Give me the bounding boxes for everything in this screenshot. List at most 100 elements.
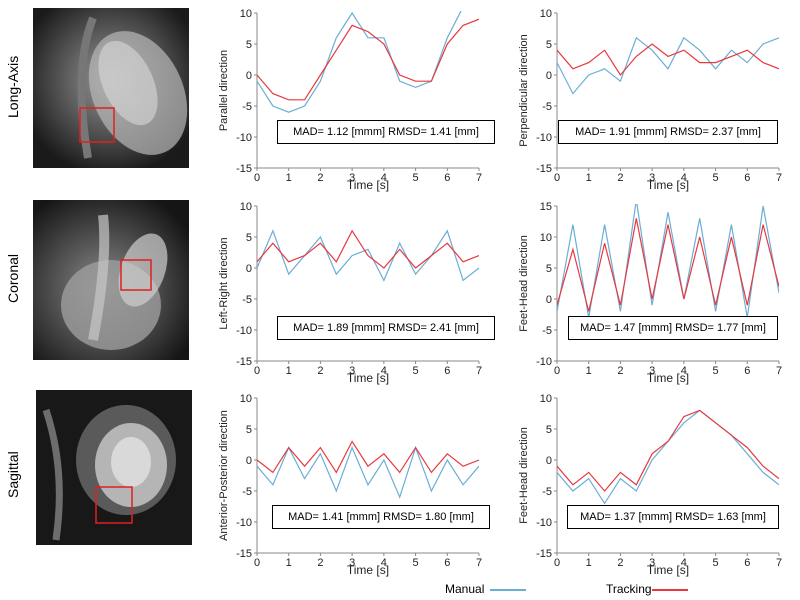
- y-tick-label: -15: [236, 356, 252, 368]
- y-tick-label: -5: [242, 294, 252, 306]
- x-tick-label: 2: [317, 365, 323, 377]
- x-tick-label: 4: [681, 557, 687, 569]
- y-axis-label: Feet-Head direction: [518, 427, 530, 524]
- y-tick-label: 0: [546, 455, 552, 467]
- x-tick-label: 7: [476, 557, 482, 569]
- chart-svg: -15 -10 -5 0 5 10 0 1 2 3 4 5 6 7 Time [s] Perpendicula…: [518, 8, 782, 192]
- chart-sagittal-feet-head: -15 -10 -5 0 5 10 0 1 2 3 4 5 6 7 Time [s] Feet-Head di…: [515, 390, 785, 580]
- series-line-tracking: [557, 218, 779, 312]
- y-tick-label: -10: [236, 517, 252, 529]
- x-tick-label: 3: [349, 172, 355, 184]
- y-tick-label: 15: [540, 201, 552, 213]
- x-axis-label: Time [s]: [647, 563, 689, 577]
- stats-box-feet-head-sagittal: MAD= 1.37 [mmm] RMSD= 1.63 [mm]: [567, 505, 779, 529]
- chart-svg: -10 -5 0 5 10 15 0 1 2 3 4 5 6 7 Time [s] Feet-Head dir…: [518, 201, 782, 385]
- mri-image-coronal: [33, 200, 189, 360]
- y-axis-label: Left-Right direction: [218, 237, 230, 329]
- roi-box: [79, 107, 115, 143]
- x-tick-label: 7: [476, 365, 482, 377]
- x-tick-label: 7: [776, 365, 782, 377]
- y-tick-label: -10: [536, 132, 552, 144]
- x-tick-label: 5: [413, 365, 419, 377]
- x-tick-label: 3: [649, 172, 655, 184]
- x-tick-label: 6: [744, 557, 750, 569]
- y-tick-label: -15: [536, 163, 552, 175]
- y-tick-label: 0: [546, 70, 552, 82]
- x-tick-label: 5: [713, 172, 719, 184]
- x-tick-label: 6: [744, 172, 750, 184]
- stats-box-parallel: MAD= 1.12 [mmm] RMSD= 1.41 [mm]: [277, 120, 495, 144]
- chart-svg: -15 -10 -5 0 5 10 0 1 2 3 4 5 6 7 Time [s] Anterior-Pos…: [218, 393, 482, 577]
- x-tick-label: 6: [744, 365, 750, 377]
- y-tick-label: 5: [246, 39, 252, 51]
- x-tick-label: 4: [381, 365, 387, 377]
- y-tick-label: -10: [236, 325, 252, 337]
- x-tick-label: 3: [649, 365, 655, 377]
- x-tick-label: 6: [444, 557, 450, 569]
- y-tick-label: 10: [240, 393, 252, 405]
- y-tick-label: 0: [246, 70, 252, 82]
- series-line-tracking: [257, 229, 479, 269]
- stats-box-left-right: MAD= 1.89 [mmm] RMSD= 2.41 [mm]: [277, 316, 495, 340]
- y-tick-label: -15: [236, 163, 252, 175]
- x-tick-label: 1: [286, 172, 292, 184]
- row-label-sagittal: Sagittal: [5, 451, 21, 498]
- x-tick-label: 7: [476, 172, 482, 184]
- x-tick-label: 5: [413, 172, 419, 184]
- series-line-manual: [557, 36, 779, 95]
- y-axis-label: Feet-Head direction: [518, 235, 530, 332]
- y-tick-label: 5: [546, 424, 552, 436]
- roi-box: [95, 486, 133, 524]
- chart-svg: -15 -10 -5 0 5 10 0 1 2 3 4 5 6 7 Time [s] Left-Right d…: [218, 201, 482, 385]
- series-line-manual: [257, 11, 462, 113]
- stats-box-feet-head-coronal: MAD= 1.47 [mmm] RMSD= 1.77 [mm]: [568, 316, 778, 340]
- y-tick-label: 10: [540, 393, 552, 405]
- series-line-manual: [257, 229, 479, 282]
- series-line-tracking: [557, 409, 779, 492]
- x-tick-label: 0: [554, 172, 560, 184]
- chart-coronal-left-right: -15 -10 -5 0 5 10 0 1 2 3 4 5 6 7 Time [s] Left-Right d…: [215, 198, 485, 388]
- mri-image-sagittal: [36, 390, 192, 545]
- x-tick-label: 4: [681, 172, 687, 184]
- x-axis-label: Time [s]: [347, 371, 389, 385]
- series-line-tracking: [257, 18, 479, 101]
- legend-tracking-line: [652, 589, 688, 591]
- x-tick-label: 4: [381, 557, 387, 569]
- y-tick-label: -10: [236, 132, 252, 144]
- y-tick-label: -5: [242, 101, 252, 113]
- y-tick-label: 10: [540, 232, 552, 244]
- y-tick-label: -10: [536, 517, 552, 529]
- series-line-manual: [257, 445, 479, 499]
- chart-sagittal-anterior-posterior: -15 -10 -5 0 5 10 0 1 2 3 4 5 6 7 Time [s] Anterior-Pos…: [215, 390, 485, 580]
- roi-box: [120, 259, 152, 291]
- x-tick-label: 4: [381, 172, 387, 184]
- x-axis-label: Time [s]: [347, 563, 389, 577]
- x-tick-label: 6: [444, 172, 450, 184]
- y-tick-label: 0: [246, 263, 252, 275]
- series-line-manual: [557, 409, 779, 505]
- y-axis-label: Parallel direction: [218, 50, 230, 131]
- x-tick-label: 0: [254, 365, 260, 377]
- y-tick-label: -5: [542, 325, 552, 337]
- x-tick-label: 7: [776, 172, 782, 184]
- y-tick-label: -10: [536, 356, 552, 368]
- legend-manual-line: [490, 589, 526, 591]
- y-tick-label: 0: [246, 455, 252, 467]
- y-tick-label: 5: [246, 232, 252, 244]
- x-tick-label: 0: [254, 557, 260, 569]
- x-tick-label: 2: [317, 557, 323, 569]
- legend-manual-label: Manual: [445, 582, 485, 596]
- y-tick-label: -15: [536, 548, 552, 560]
- y-tick-label: -5: [242, 486, 252, 498]
- x-tick-label: 0: [254, 172, 260, 184]
- row-label-coronal: Coronal: [5, 253, 21, 303]
- x-tick-label: 0: [554, 557, 560, 569]
- y-tick-label: 10: [240, 201, 252, 213]
- x-tick-label: 2: [617, 557, 623, 569]
- x-tick-label: 2: [617, 172, 623, 184]
- x-axis-label: Time [s]: [647, 178, 689, 192]
- x-axis-label: Time [s]: [647, 371, 689, 385]
- y-tick-label: 5: [246, 424, 252, 436]
- x-tick-label: 4: [681, 365, 687, 377]
- chart-svg: -15 -10 -5 0 5 10 0 1 2 3 4 5 6 7 Time [s] Feet-Head di…: [518, 393, 782, 577]
